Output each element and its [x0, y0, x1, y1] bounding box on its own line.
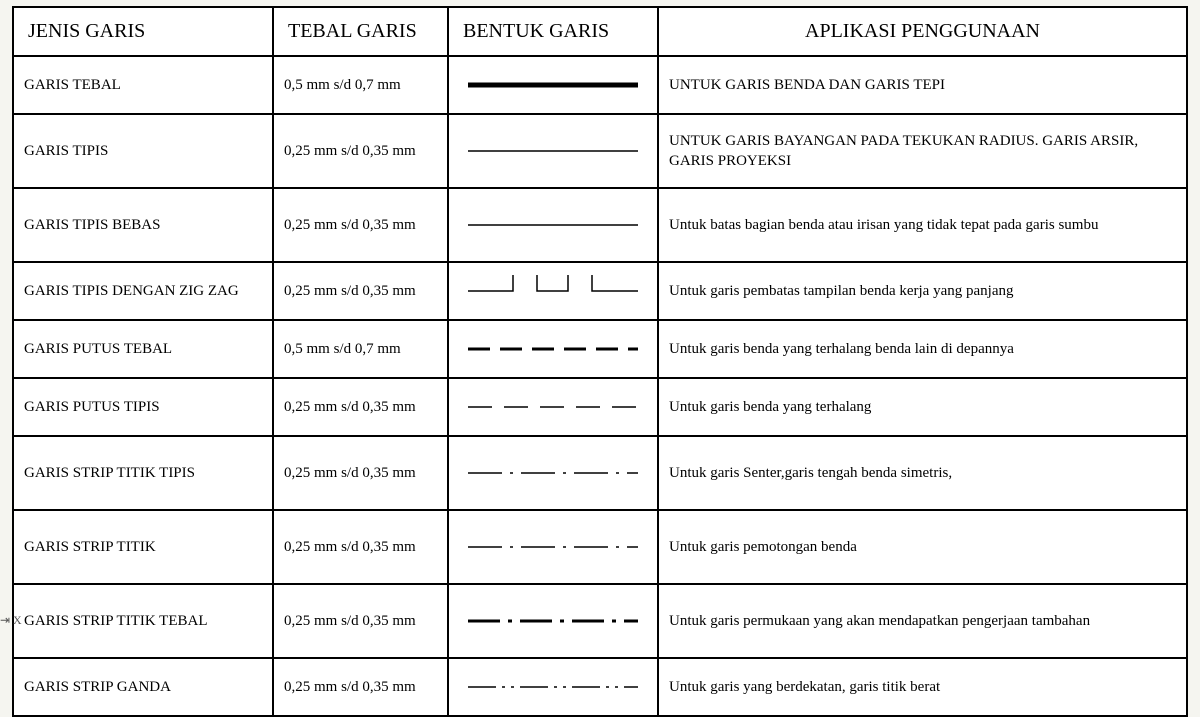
corner-mark: ⇥ X — [0, 613, 22, 628]
table-row: GARIS PUTUS TIPIS0,25 mm s/d 0,35 mm Untu… — [13, 378, 1187, 436]
cell-tebal: 0,25 mm s/d 0,35 mm — [273, 188, 448, 262]
cell-jenis: GARIS TIPIS DENGAN ZIG ZAG — [13, 262, 273, 320]
cell-aplikasi: Untuk garis benda yang terhalang benda l… — [658, 320, 1187, 378]
line-sample-icon — [458, 209, 648, 241]
cell-aplikasi: Untuk garis benda yang terhalang — [658, 378, 1187, 436]
table-sheet: JENIS GARIS TEBAL GARIS BENTUK GARIS APL… — [12, 6, 1188, 717]
table-row: GARIS STRIP TITIK TEBAL0,25 mm s/d 0,35 … — [13, 584, 1187, 658]
table-row: GARIS PUTUS TEBAL0,5 mm s/d 0,7 mm Untuk … — [13, 320, 1187, 378]
table-row: GARIS STRIP GANDA0,25 mm s/d 0,35 mm Untu… — [13, 658, 1187, 716]
line-sample-icon — [458, 531, 648, 563]
cell-aplikasi: UNTUK GARIS BAYANGAN PADA TEKUKAN RADIUS… — [658, 114, 1187, 188]
cell-bentuk — [448, 510, 658, 584]
table-row: GARIS STRIP TITIK0,25 mm s/d 0,35 mm Untu… — [13, 510, 1187, 584]
table-header-row: JENIS GARIS TEBAL GARIS BENTUK GARIS APL… — [13, 7, 1187, 56]
cell-tebal: 0,25 mm s/d 0,35 mm — [273, 436, 448, 510]
cell-tebal: 0,5 mm s/d 0,7 mm — [273, 320, 448, 378]
cell-tebal: 0,25 mm s/d 0,35 mm — [273, 114, 448, 188]
table-row: GARIS STRIP TITIK TIPIS0,25 mm s/d 0,35 … — [13, 436, 1187, 510]
header-aplikasi: APLIKASI PENGGUNAAN — [658, 7, 1187, 56]
cell-jenis: GARIS PUTUS TEBAL — [13, 320, 273, 378]
cell-jenis: GARIS STRIP TITIK TEBAL — [13, 584, 273, 658]
cell-aplikasi: Untuk garis pembatas tampilan benda kerj… — [658, 262, 1187, 320]
cell-aplikasi: Untuk garis yang berdekatan, garis titik… — [658, 658, 1187, 716]
cell-jenis: GARIS PUTUS TIPIS — [13, 378, 273, 436]
line-sample-icon — [458, 69, 648, 101]
cell-jenis: GARIS STRIP TITIK TIPIS — [13, 436, 273, 510]
cell-jenis: GARIS TIPIS — [13, 114, 273, 188]
cell-tebal: 0,25 mm s/d 0,35 mm — [273, 262, 448, 320]
header-jenis: JENIS GARIS — [13, 7, 273, 56]
cell-aplikasi: Untuk garis permukaan yang akan mendapat… — [658, 584, 1187, 658]
cell-aplikasi: Untuk garis pemotongan benda — [658, 510, 1187, 584]
cell-bentuk — [448, 56, 658, 114]
cell-jenis: GARIS TEBAL — [13, 56, 273, 114]
cell-tebal: 0,25 mm s/d 0,35 mm — [273, 378, 448, 436]
cell-tebal: 0,25 mm s/d 0,35 mm — [273, 584, 448, 658]
cell-jenis: GARIS STRIP GANDA — [13, 658, 273, 716]
cell-jenis: GARIS STRIP TITIK — [13, 510, 273, 584]
cell-tebal: 0,5 mm s/d 0,7 mm — [273, 56, 448, 114]
line-sample-icon — [458, 135, 648, 167]
cell-aplikasi: Untuk garis Senter,garis tengah benda si… — [658, 436, 1187, 510]
table-row: GARIS TEBAL0,5 mm s/d 0,7 mm UNTUK GARIS … — [13, 56, 1187, 114]
cell-tebal: 0,25 mm s/d 0,35 mm — [273, 510, 448, 584]
cell-bentuk — [448, 378, 658, 436]
cell-bentuk — [448, 320, 658, 378]
cell-aplikasi: Untuk batas bagian benda atau irisan yan… — [658, 188, 1187, 262]
cell-bentuk — [448, 658, 658, 716]
line-types-table: JENIS GARIS TEBAL GARIS BENTUK GARIS APL… — [12, 6, 1188, 717]
line-sample-icon — [458, 605, 648, 637]
cell-bentuk — [448, 114, 658, 188]
line-sample-icon — [458, 391, 648, 423]
cell-tebal: 0,25 mm s/d 0,35 mm — [273, 658, 448, 716]
table-row: GARIS TIPIS DENGAN ZIG ZAG0,25 mm s/d 0,… — [13, 262, 1187, 320]
cell-bentuk — [448, 188, 658, 262]
cell-bentuk — [448, 262, 658, 320]
line-sample-icon — [458, 333, 648, 365]
header-tebal: TEBAL GARIS — [273, 7, 448, 56]
cell-bentuk — [448, 436, 658, 510]
table-row: GARIS TIPIS BEBAS0,25 mm s/d 0,35 mm Untu… — [13, 188, 1187, 262]
header-bentuk: BENTUK GARIS — [448, 7, 658, 56]
cell-jenis: GARIS TIPIS BEBAS — [13, 188, 273, 262]
cell-bentuk — [448, 584, 658, 658]
line-sample-icon — [458, 671, 648, 703]
line-sample-icon — [458, 457, 648, 489]
line-sample-icon — [458, 275, 648, 307]
table-row: GARIS TIPIS0,25 mm s/d 0,35 mm UNTUK GARI… — [13, 114, 1187, 188]
cell-aplikasi: UNTUK GARIS BENDA DAN GARIS TEPI — [658, 56, 1187, 114]
